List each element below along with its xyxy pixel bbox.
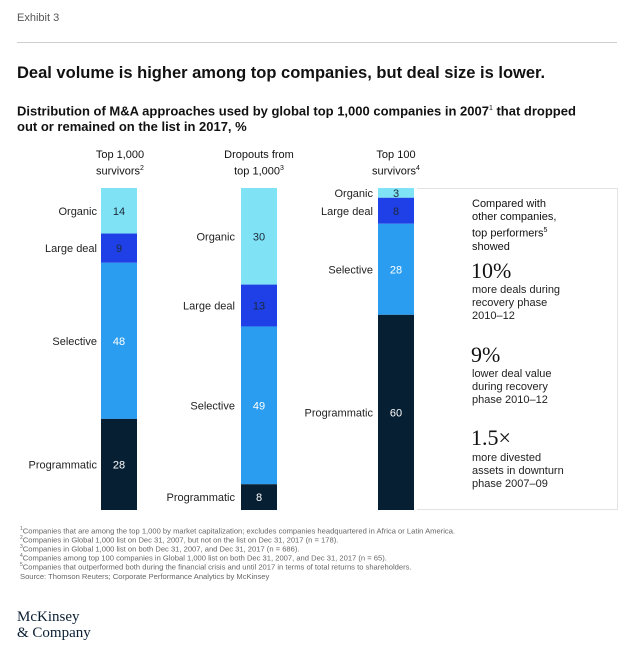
data-label: 13	[253, 301, 265, 313]
stat-description-divested-assets: more divested assets in downturn phase 200…	[472, 452, 564, 490]
data-label: 3	[393, 188, 399, 200]
column-header-line: Dropouts from	[224, 149, 294, 161]
data-label: 8	[256, 492, 262, 504]
bar-segment-large-deal	[241, 284, 277, 327]
bar-segment-selective	[378, 223, 414, 315]
bar-segment-large-deal	[378, 197, 414, 224]
segment-label: Large deal	[45, 243, 97, 255]
data-label: 28	[113, 459, 125, 471]
stat-value-more-deals: 10%	[471, 258, 512, 283]
column-header-line: survivors2	[96, 165, 144, 178]
segment-label: Large deal	[183, 301, 235, 313]
subtitle-text-end: that dropped out or remained on the list…	[17, 103, 576, 135]
column-header-line: Top 1,000	[95, 149, 145, 161]
logo-line: & Company	[17, 625, 91, 641]
column-header-top100: Top 100 survivors4	[341, 149, 451, 179]
bar-segment-organic	[241, 188, 277, 285]
segment-label: Selective	[190, 400, 235, 412]
segment-label: Large deal	[321, 206, 373, 218]
segment-label: Programmatic	[305, 407, 374, 419]
footnote-mark: 2	[140, 165, 144, 172]
data-label: 30	[253, 231, 265, 243]
data-label: 8	[393, 206, 399, 218]
column-header-line: Top 100	[376, 149, 416, 161]
segment-label: Selective	[52, 336, 97, 348]
footnote: 2Companies in Global 1,000 list on Dec 3…	[20, 535, 339, 545]
segment-label: Programmatic	[29, 459, 98, 471]
data-label: 60	[390, 407, 402, 419]
callout-intro: Compared with other companies, top perfo…	[472, 198, 602, 254]
stat-value-divested-assets: 1.5×	[471, 425, 511, 450]
bar-segment-selective	[101, 262, 137, 419]
column-header-line: top 1,0003	[234, 165, 284, 178]
callout-intro-line: other companies,	[472, 211, 557, 223]
bar-segment-organic	[378, 188, 414, 198]
segment-label: Selective	[328, 264, 373, 276]
footnote-mark: 3	[279, 165, 284, 172]
bar-segment-programmatic	[241, 484, 277, 510]
subtitle-text: Distribution of M&A approaches used by g…	[17, 103, 489, 119]
column-header-line: survivors4	[372, 165, 420, 178]
footnote-mark: 4	[416, 165, 420, 172]
source-note: Source: Thomson Reuters; Corporate Perfo…	[20, 572, 270, 581]
callout-panel	[417, 188, 618, 510]
subtitle-footnote-mark: 1	[488, 105, 493, 112]
segment-label: Programmatic	[167, 492, 236, 504]
callout-intro-line: top performers5	[472, 227, 548, 240]
footnote: 4Companies among top 100 companies in Gl…	[20, 553, 387, 563]
data-label: 9	[116, 243, 122, 255]
bar-segment-selective	[241, 326, 277, 485]
stat-description-lower-deal-value: lower deal value during recovery phase 201…	[472, 368, 552, 406]
footnote: 3Companies in Global 1,000 list on both …	[20, 544, 300, 554]
footnote: 1Companies that are among the top 1,000 …	[20, 526, 456, 536]
column-header-dropouts: Dropouts from top 1,0003	[204, 149, 314, 179]
chart-title: Deal volume is higher among top companie…	[17, 64, 546, 82]
segment-label: Organic	[196, 231, 235, 243]
data-label: 14	[113, 206, 125, 218]
header-divider	[17, 42, 617, 43]
chart-subtitle: Distribution of M&A approaches used by g…	[17, 101, 597, 135]
bar-segment-large-deal	[101, 233, 137, 263]
data-label: 48	[113, 336, 125, 348]
segment-label: Organic	[58, 206, 97, 218]
column-header-top1000: Top 1,000 survivors2	[65, 149, 175, 179]
mckinsey-logo: McKinsey & Company	[17, 609, 91, 641]
data-label: 49	[253, 400, 265, 412]
exhibit-label: Exhibit 3	[17, 12, 60, 24]
stat-description-more-deals: more deals during recovery phase 2010–12	[472, 284, 561, 322]
footnote: 5Companies that outperformed both during…	[20, 562, 412, 572]
stat-value-lower-deal-value: 9%	[471, 342, 501, 367]
stacked-bar-chart: 14 Organic 9 Large deal 48 Selective 28 Program…	[29, 188, 414, 510]
bar-segment-organic	[101, 188, 137, 234]
segment-label: Organic	[334, 188, 373, 200]
footnote-mark: 5	[543, 227, 548, 234]
bar-segment-programmatic	[101, 418, 137, 510]
callout-intro-line: showed	[472, 240, 510, 253]
data-label: 28	[390, 264, 402, 276]
bar-segment-programmatic	[378, 314, 414, 510]
callout-intro-line: Compared with	[472, 198, 546, 210]
logo-line: McKinsey	[17, 609, 80, 625]
